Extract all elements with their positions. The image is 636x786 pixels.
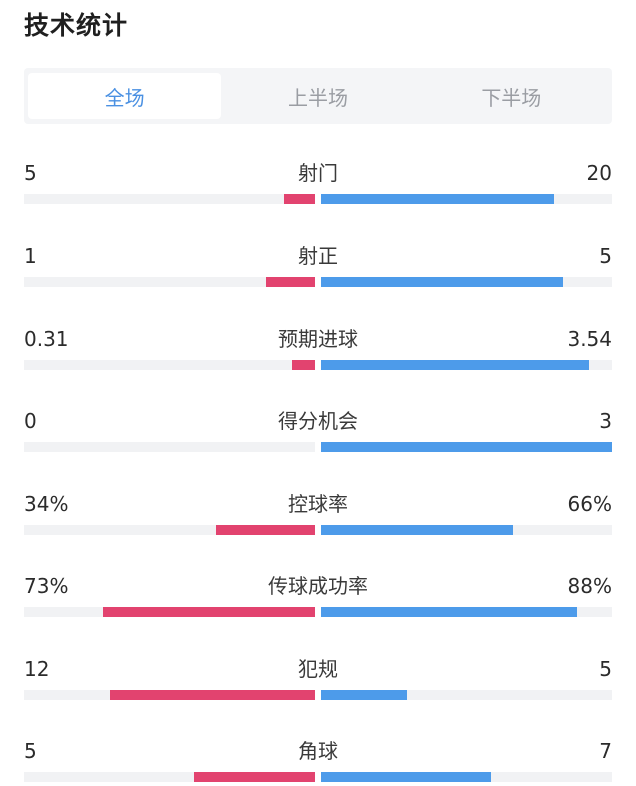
stat-label: 射正: [298, 244, 338, 268]
stat-label: 控球率: [288, 492, 348, 516]
stat-row-pass-accuracy: 73% 传球成功率 88%: [24, 573, 612, 633]
away-bar: [321, 690, 407, 700]
away-value: 5: [599, 244, 612, 268]
stat-label: 犯规: [298, 657, 338, 681]
home-bar: [266, 277, 315, 287]
stat-row-corners: 5 角球 7: [24, 738, 612, 786]
home-bar: [110, 690, 315, 700]
away-bar: [321, 277, 563, 287]
home-bar: [194, 772, 315, 782]
tab-first-half[interactable]: 上半场: [287, 85, 348, 110]
away-value: 20: [586, 161, 612, 185]
stat-row-shots-on-target: 1 射正 5: [24, 243, 612, 303]
stat-label: 得分机会: [278, 409, 358, 433]
stat-row-shots: 5 射门 20: [24, 160, 612, 220]
away-value: 7: [599, 739, 612, 763]
stat-row-big-chances: 0 得分机会 3: [24, 408, 612, 468]
home-bar-track: [24, 525, 315, 535]
stat-label: 射门: [298, 161, 338, 185]
away-value: 88%: [567, 574, 612, 598]
away-bar: [321, 194, 554, 204]
stat-label: 角球: [298, 739, 338, 763]
away-bar-track: [321, 772, 612, 782]
stat-row-expected-goals: 0.31 预期进球 3.54: [24, 326, 612, 386]
away-bar-track: [321, 607, 612, 617]
page-title: 技术统计: [24, 11, 129, 40]
home-bar: [292, 360, 315, 370]
home-value: 5: [24, 739, 37, 763]
away-value: 5: [599, 657, 612, 681]
away-bar-track: [321, 194, 612, 204]
home-bar: [103, 607, 315, 617]
home-value: 0: [24, 409, 37, 433]
tab-second-half[interactable]: 下半场: [481, 85, 542, 110]
home-bar-track: [24, 360, 315, 370]
home-bar-track: [24, 690, 315, 700]
away-bar-track: [321, 360, 612, 370]
home-bar-track: [24, 194, 315, 204]
away-bar-track: [321, 525, 612, 535]
home-bar-track: [24, 277, 315, 287]
home-value: 34%: [24, 492, 69, 516]
home-value: 1: [24, 244, 37, 268]
away-value: 66%: [567, 492, 612, 516]
stat-label: 预期进球: [278, 327, 358, 351]
away-bar: [321, 525, 513, 535]
period-tabs: 全场 上半场 下半场: [24, 68, 612, 124]
away-value: 3.54: [567, 327, 612, 351]
away-bar: [321, 360, 589, 370]
away-bar-track: [321, 442, 612, 452]
home-bar-track: [24, 607, 315, 617]
stat-label: 传球成功率: [268, 574, 368, 598]
home-value: 73%: [24, 574, 69, 598]
home-bar: [284, 194, 315, 204]
stat-row-fouls: 12 犯规 5: [24, 656, 612, 716]
away-bar: [321, 607, 577, 617]
home-bar: [216, 525, 315, 535]
home-value: 5: [24, 161, 37, 185]
home-bar-track: [24, 772, 315, 782]
home-bar-track: [24, 442, 315, 452]
stat-row-possession: 34% 控球率 66%: [24, 491, 612, 551]
home-value: 0.31: [24, 327, 69, 351]
tab-full-match[interactable]: 全场: [28, 73, 222, 119]
away-value: 3: [599, 409, 612, 433]
home-value: 12: [24, 657, 50, 681]
away-bar: [321, 442, 612, 452]
away-bar-track: [321, 690, 612, 700]
away-bar-track: [321, 277, 612, 287]
away-bar: [321, 772, 491, 782]
